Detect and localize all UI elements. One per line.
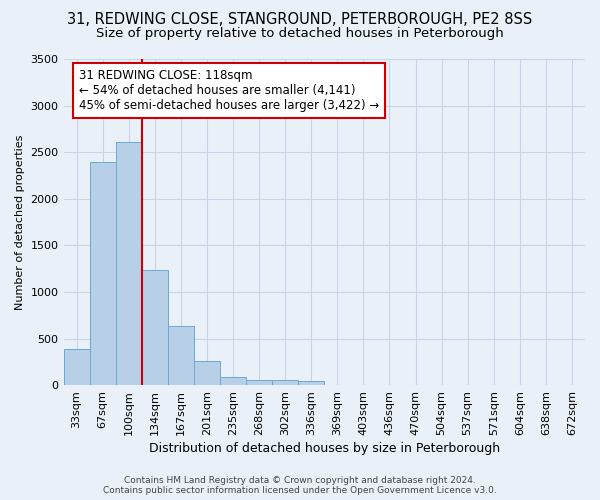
Bar: [89, 162, 116, 385]
Bar: [64, 349, 89, 385]
Bar: [194, 362, 220, 385]
Bar: [116, 142, 142, 385]
Text: 31 REDWING CLOSE: 118sqm
← 54% of detached houses are smaller (4,141)
45% of sem: 31 REDWING CLOSE: 118sqm ← 54% of detach…: [79, 69, 379, 112]
X-axis label: Distribution of detached houses by size in Peterborough: Distribution of detached houses by size …: [149, 442, 500, 455]
Bar: [298, 382, 324, 385]
Bar: [168, 326, 194, 385]
Y-axis label: Number of detached properties: Number of detached properties: [15, 134, 25, 310]
Text: 31, REDWING CLOSE, STANGROUND, PETERBOROUGH, PE2 8SS: 31, REDWING CLOSE, STANGROUND, PETERBORO…: [67, 12, 533, 28]
Bar: [220, 377, 246, 385]
Bar: [272, 380, 298, 385]
Text: Contains HM Land Registry data © Crown copyright and database right 2024.
Contai: Contains HM Land Registry data © Crown c…: [103, 476, 497, 495]
Bar: [246, 380, 272, 385]
Text: Size of property relative to detached houses in Peterborough: Size of property relative to detached ho…: [96, 28, 504, 40]
Bar: [142, 270, 168, 385]
